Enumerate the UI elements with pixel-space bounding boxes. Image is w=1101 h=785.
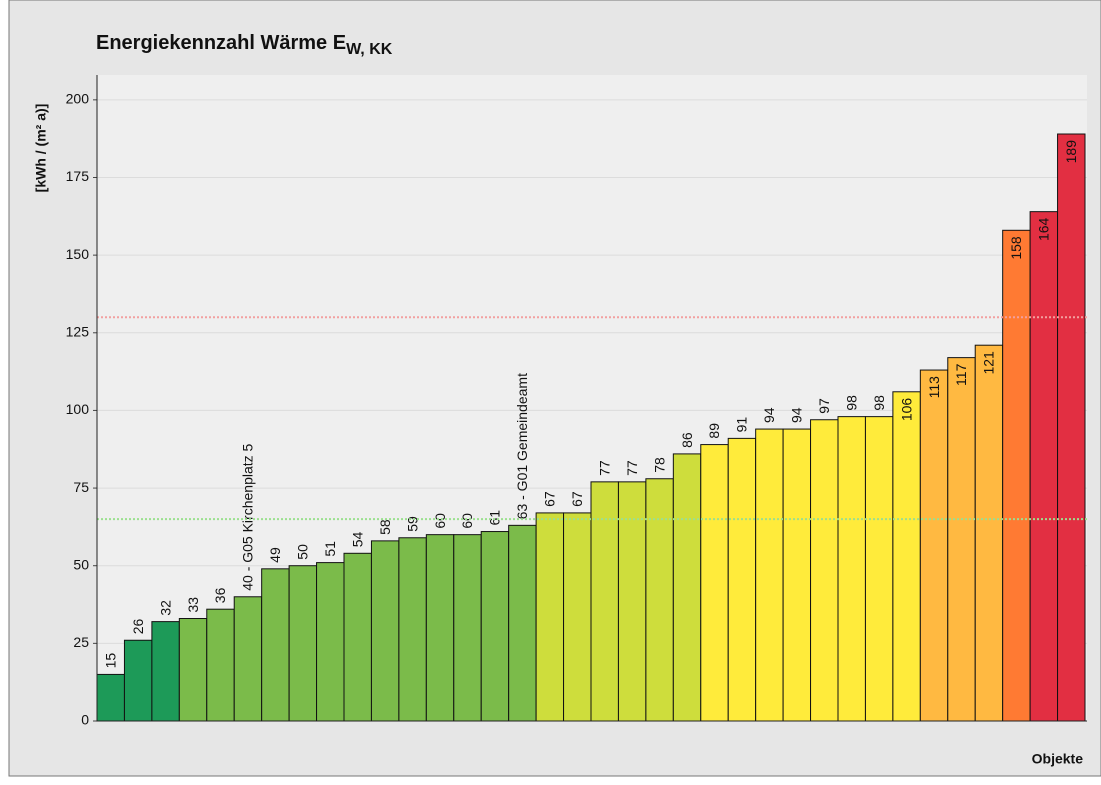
bar (590, 481, 619, 722)
bar (755, 428, 784, 722)
bar (206, 608, 235, 722)
bar (700, 444, 729, 722)
data-label: 97 (816, 398, 832, 414)
data-label: 51 (322, 541, 338, 557)
data-label: 113 (926, 376, 942, 399)
bar (261, 568, 290, 722)
bar (370, 540, 400, 722)
bar (563, 512, 592, 722)
title-subscript: W, KK (346, 41, 393, 58)
data-label: 94 (761, 407, 777, 423)
y-tick-label: 175 (66, 168, 90, 184)
bar (480, 531, 510, 722)
bar (398, 537, 427, 722)
data-label: 58 (377, 519, 393, 535)
bar (974, 344, 1004, 722)
data-label: 15 (102, 653, 118, 669)
bar (453, 534, 482, 722)
bar (919, 369, 949, 722)
bar (892, 391, 921, 722)
data-label: 67 (569, 491, 585, 507)
data-label: 89 (706, 423, 722, 439)
data-label: 117 (953, 363, 969, 386)
data-label: 60 (459, 513, 475, 529)
data-label: 77 (624, 460, 640, 476)
data-label: 98 (871, 395, 887, 411)
bar (178, 618, 208, 722)
data-label: 78 (651, 457, 667, 473)
title-main: Energiekennzahl Wärme E (96, 32, 346, 54)
bar (425, 534, 455, 722)
data-label: 33 (185, 597, 201, 613)
bar (727, 437, 757, 722)
data-label: 49 (267, 547, 283, 563)
y-tick-label: 200 (66, 91, 90, 107)
data-label: 32 (157, 600, 173, 616)
x-axis-label: Objekte (1032, 751, 1084, 767)
bar (864, 416, 894, 722)
data-label: 121 (981, 351, 997, 375)
y-tick-label: 0 (81, 712, 89, 728)
bar (810, 419, 839, 722)
bar (343, 552, 372, 722)
data-label: 189 (1063, 140, 1079, 164)
y-tick-label: 100 (66, 401, 90, 417)
data-label: 61 (487, 510, 503, 526)
y-tick-label: 50 (73, 556, 89, 572)
bar (151, 621, 180, 722)
y-tick-label: 125 (66, 323, 90, 339)
data-label: 60 (432, 513, 448, 529)
data-label: 77 (596, 460, 612, 476)
bar (1029, 211, 1059, 722)
data-label: 59 (404, 516, 420, 532)
bar (233, 596, 263, 722)
data-label: 158 (1008, 236, 1024, 260)
data-label: 86 (679, 432, 695, 448)
bar (123, 639, 153, 722)
bar (535, 512, 565, 722)
y-axis-label: [kWh / (m² a)] (33, 104, 49, 193)
chart-title: Energiekennzahl Wärme EW, KK (96, 32, 393, 58)
data-label: 63 - G01 Gemeindeamt (514, 373, 530, 519)
data-label: 54 (349, 532, 365, 548)
bar (1002, 229, 1031, 722)
y-tick-label: 150 (66, 246, 90, 262)
bar (947, 357, 976, 722)
data-label: 67 (542, 491, 558, 507)
bar (837, 416, 866, 722)
bar (316, 562, 345, 722)
bar (96, 673, 125, 722)
data-label: 94 (789, 407, 805, 423)
bar (617, 481, 647, 722)
data-label: 91 (734, 417, 750, 433)
data-label: 164 (1036, 217, 1052, 241)
bar (645, 478, 674, 722)
bar (508, 524, 537, 722)
data-label: 98 (843, 395, 859, 411)
data-label: 36 (212, 587, 228, 603)
y-tick-label: 75 (73, 479, 89, 495)
y-tick-label: 25 (73, 634, 89, 650)
data-label: 40 - G05 Kirchenplatz 5 (240, 443, 256, 590)
data-label: 106 (898, 398, 914, 422)
bar (288, 565, 318, 722)
bar (1057, 133, 1086, 722)
data-label: 26 (130, 618, 146, 634)
bar (782, 428, 812, 722)
data-label: 50 (295, 544, 311, 560)
bar (672, 453, 702, 722)
